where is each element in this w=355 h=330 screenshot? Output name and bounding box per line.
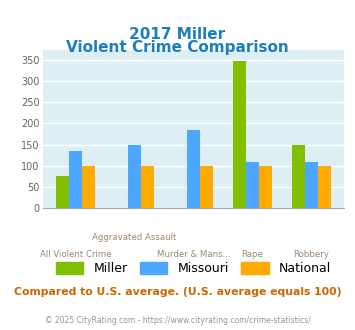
Bar [56, 176, 69, 208]
Text: Rape: Rape [241, 249, 263, 259]
Text: Compared to U.S. average. (U.S. average equals 100): Compared to U.S. average. (U.S. average … [14, 287, 341, 297]
Bar [69, 151, 82, 208]
Bar [200, 166, 213, 208]
Text: 2017 Miller: 2017 Miller [130, 27, 225, 42]
Bar [233, 61, 246, 208]
Text: Aggravated Assault: Aggravated Assault [92, 233, 177, 242]
Text: All Violent Crime: All Violent Crime [40, 249, 111, 259]
Bar [128, 145, 141, 208]
Bar [82, 166, 95, 208]
Text: © 2025 CityRating.com - https://www.cityrating.com/crime-statistics/: © 2025 CityRating.com - https://www.city… [45, 315, 310, 325]
Text: Robbery: Robbery [293, 249, 329, 259]
Bar [292, 145, 305, 208]
Bar [318, 166, 331, 208]
Text: Murder & Mans...: Murder & Mans... [157, 249, 230, 259]
Bar [305, 162, 318, 208]
Bar [141, 166, 154, 208]
Text: Violent Crime Comparison: Violent Crime Comparison [66, 40, 289, 55]
Bar [187, 130, 200, 208]
Bar [259, 166, 272, 208]
Bar [246, 162, 259, 208]
Legend: Miller, Missouri, National: Miller, Missouri, National [56, 262, 331, 275]
